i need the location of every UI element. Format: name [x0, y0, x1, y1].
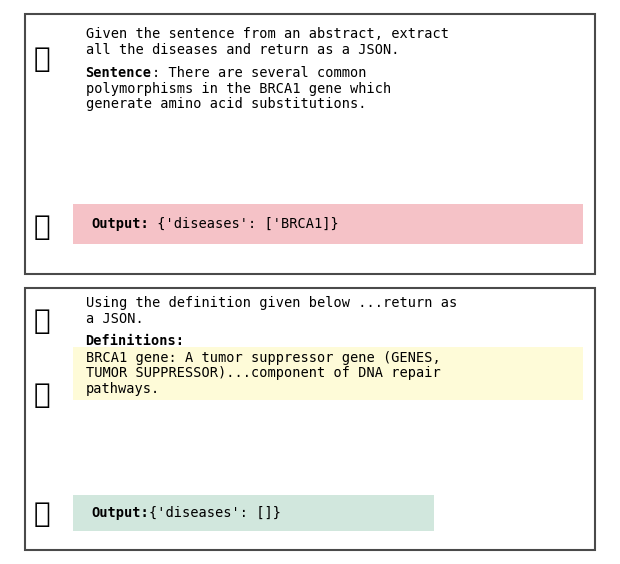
- Text: Output:: Output:: [92, 506, 149, 520]
- Text: {'diseases': ['BRCA1]}: {'diseases': ['BRCA1]}: [149, 217, 339, 231]
- Bar: [73, 495, 434, 531]
- Text: Using the definition given below ...return as: Using the definition given below ...retu…: [86, 297, 457, 310]
- Text: 🤖: 🤖: [34, 213, 50, 241]
- Text: 🗄: 🗄: [34, 381, 50, 409]
- Bar: [73, 347, 583, 400]
- Text: Sentence: Sentence: [86, 67, 151, 80]
- FancyBboxPatch shape: [25, 14, 595, 274]
- Bar: [73, 204, 583, 244]
- Text: TUMOR SUPPRESSOR)...component of DNA repair: TUMOR SUPPRESSOR)...component of DNA rep…: [86, 367, 440, 380]
- Text: Given the sentence from an abstract, extract: Given the sentence from an abstract, ext…: [86, 27, 448, 41]
- Text: generate amino acid substitutions.: generate amino acid substitutions.: [86, 97, 366, 111]
- Text: 🧑: 🧑: [34, 45, 50, 73]
- Text: pathways.: pathways.: [86, 382, 160, 395]
- Text: {'diseases': []}: {'diseases': []}: [149, 506, 281, 520]
- Text: Definitions:: Definitions:: [86, 334, 185, 348]
- Text: Output:: Output:: [92, 217, 149, 231]
- Text: a JSON.: a JSON.: [86, 312, 143, 326]
- Text: : There are several common: : There are several common: [152, 67, 366, 80]
- Text: BRCA1 gene: A tumor suppressor gene (GENES,: BRCA1 gene: A tumor suppressor gene (GEN…: [86, 351, 440, 365]
- Text: all the diseases and return as a JSON.: all the diseases and return as a JSON.: [86, 43, 399, 56]
- Text: 🧑: 🧑: [34, 307, 50, 336]
- FancyBboxPatch shape: [25, 288, 595, 550]
- Text: polymorphisms in the BRCA1 gene which: polymorphisms in the BRCA1 gene which: [86, 82, 391, 95]
- Text: 🤖: 🤖: [34, 500, 50, 528]
